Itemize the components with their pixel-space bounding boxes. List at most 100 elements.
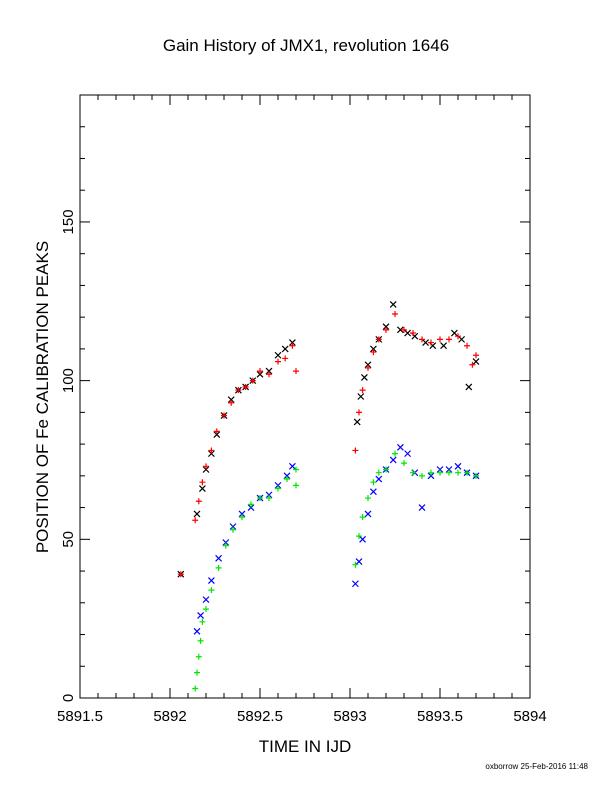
data-point-series-0 [422, 339, 430, 346]
data-point-series-2 [265, 491, 273, 499]
plot-frame [79, 94, 531, 699]
data-point-series-3 [194, 669, 200, 676]
data-markers [177, 301, 480, 692]
data-point-series-1 [177, 571, 184, 578]
data-point-series-3 [208, 587, 215, 594]
data-point-series-0 [396, 326, 404, 334]
data-point-series-3 [199, 618, 206, 625]
data-point-series-0 [213, 431, 221, 439]
data-point-series-2 [283, 472, 291, 480]
data-point-series-3 [464, 469, 470, 476]
y-tick-label: 50 [60, 531, 77, 548]
data-point-series-3 [455, 469, 461, 476]
data-point-series-2 [436, 466, 444, 473]
data-point-series-2 [369, 488, 377, 496]
data-point-series-2 [389, 456, 397, 464]
data-point-series-3 [275, 485, 281, 492]
data-point-series-3 [293, 482, 299, 489]
chart-title: Gain History of JMX1, revolution 1646 [162, 36, 450, 55]
data-point-series-3 [446, 469, 452, 476]
data-point-series-1 [352, 447, 359, 454]
data-point-series-3 [197, 637, 204, 644]
data-point-series-2 [215, 554, 223, 562]
data-point-series-1 [410, 330, 416, 337]
data-point-series-3 [370, 479, 377, 486]
data-point-series-2 [355, 558, 363, 565]
axis-tick-labels: 5891.5 5892 5892.5 5893 5893.5 5894 0 50 100 150 [57, 209, 547, 725]
data-point-series-2 [247, 504, 255, 512]
data-point-series-0 [274, 351, 282, 359]
data-point-series-2 [445, 466, 453, 473]
y-tick-label: 150 [60, 209, 77, 234]
data-point-series-3 [437, 469, 443, 476]
data-point-series-0 [193, 510, 201, 518]
data-point-series-0 [465, 383, 473, 391]
data-point-series-3 [257, 495, 263, 502]
data-point-series-0 [357, 393, 365, 400]
data-point-series-0 [202, 466, 210, 473]
data-point-series-0 [198, 485, 206, 492]
data-point-series-3 [419, 472, 425, 479]
data-point-series-1 [192, 517, 199, 524]
data-point-series-3 [222, 542, 229, 549]
data-point-series-1 [257, 368, 263, 375]
data-point-series-1 [446, 336, 452, 343]
data-point-series-3 [352, 561, 359, 568]
data-point-series-0 [458, 335, 466, 343]
data-point-series-3 [293, 466, 299, 473]
data-point-series-0 [288, 339, 296, 346]
data-point-series-3 [230, 526, 236, 533]
footer-stamp: oxborrow 25-Feb-2016 11:48 [485, 762, 588, 771]
data-point-series-1 [365, 364, 371, 371]
data-point-series-1 [195, 498, 202, 505]
data-point-series-0 [369, 345, 377, 353]
data-point-series-1 [375, 336, 382, 343]
data-point-series-2 [427, 472, 435, 480]
data-point-series-1 [370, 349, 377, 356]
data-point-series-0 [265, 367, 273, 375]
data-point-series-3 [192, 685, 199, 692]
data-point-series-2 [375, 475, 383, 483]
data-point-series-0 [360, 374, 368, 381]
data-point-series-3 [248, 501, 254, 508]
data-point-series-1 [437, 336, 443, 343]
data-point-series-3 [365, 495, 371, 502]
data-point-series-0 [450, 329, 458, 337]
data-point-series-2 [238, 510, 246, 518]
data-point-series-1 [275, 358, 281, 365]
data-point-series-1 [282, 355, 289, 362]
data-point-series-0 [364, 361, 372, 369]
data-point-series-3 [473, 472, 479, 479]
data-point-series-2 [202, 596, 210, 604]
data-point-series-1 [383, 326, 389, 333]
data-point-series-1 [213, 428, 220, 435]
data-point-series-0 [256, 370, 264, 378]
data-point-series-3 [428, 469, 434, 476]
data-point-series-2 [229, 523, 237, 531]
x-tick-label: 5891.5 [57, 708, 103, 725]
data-point-series-2 [274, 481, 282, 489]
data-point-series-3 [215, 564, 222, 571]
axis-ticks [79, 94, 531, 699]
data-point-series-2 [404, 450, 412, 458]
data-point-series-0 [389, 301, 397, 308]
data-point-series-1 [455, 333, 461, 340]
data-point-series-3 [383, 466, 389, 473]
data-point-series-3 [195, 653, 202, 660]
x-tick-label: 5893 [333, 708, 366, 725]
data-point-series-1 [401, 326, 407, 333]
data-point-series-1 [428, 339, 434, 346]
data-point-series-1 [228, 399, 235, 406]
data-point-series-3 [410, 469, 416, 476]
data-point-series-0 [281, 345, 289, 353]
data-point-series-2 [454, 462, 462, 470]
data-point-series-2 [359, 535, 367, 543]
data-point-series-0 [353, 418, 361, 426]
x-tick-label: 5892 [153, 708, 186, 725]
data-point-series-2 [364, 510, 372, 518]
data-point-series-1 [203, 463, 209, 470]
data-point-series-2 [351, 580, 359, 588]
data-point-series-1 [249, 377, 256, 384]
data-point-series-1 [464, 342, 470, 349]
